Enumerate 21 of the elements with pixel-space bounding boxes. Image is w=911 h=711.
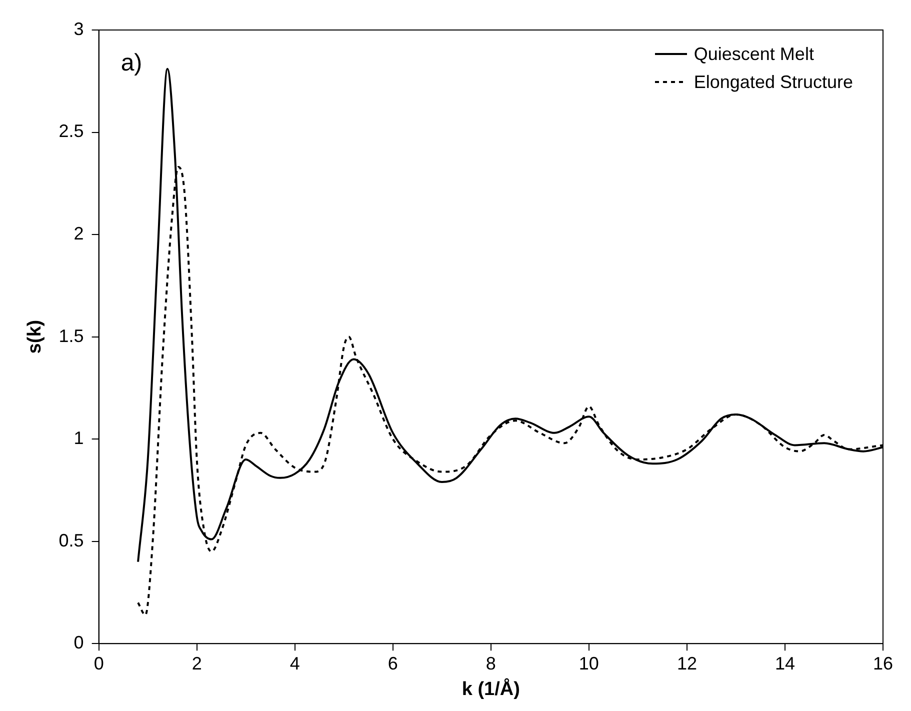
x-tick-label: 16 <box>872 653 894 674</box>
x-tick-label: 8 <box>486 653 496 674</box>
x-tick-label: 0 <box>94 653 104 674</box>
x-tick-label: 2 <box>192 653 202 674</box>
legend-label: Quiescent Melt <box>694 43 814 66</box>
y-tick-label: 0 <box>74 632 84 653</box>
y-tick-label: 0.5 <box>58 530 84 550</box>
x-tick-label: 14 <box>774 653 795 674</box>
x-tick-label: 4 <box>290 653 300 674</box>
y-axis-title: s(k) <box>24 320 46 354</box>
x-axis-title: k (1/Å) <box>462 678 520 700</box>
annotation: a) <box>120 50 142 77</box>
x-tick-label: 12 <box>676 653 697 674</box>
x-tick-label: 6 <box>388 653 398 674</box>
y-tick-label: 2.5 <box>58 121 84 142</box>
x-tick-label: 10 <box>578 653 599 674</box>
y-tick-label: 1.5 <box>58 326 84 346</box>
y-tick-label: 1 <box>74 428 84 448</box>
y-tick-label: 3 <box>74 18 84 39</box>
legend-label: Elongated Structure <box>694 71 853 94</box>
y-tick-label: 2 <box>74 224 84 244</box>
